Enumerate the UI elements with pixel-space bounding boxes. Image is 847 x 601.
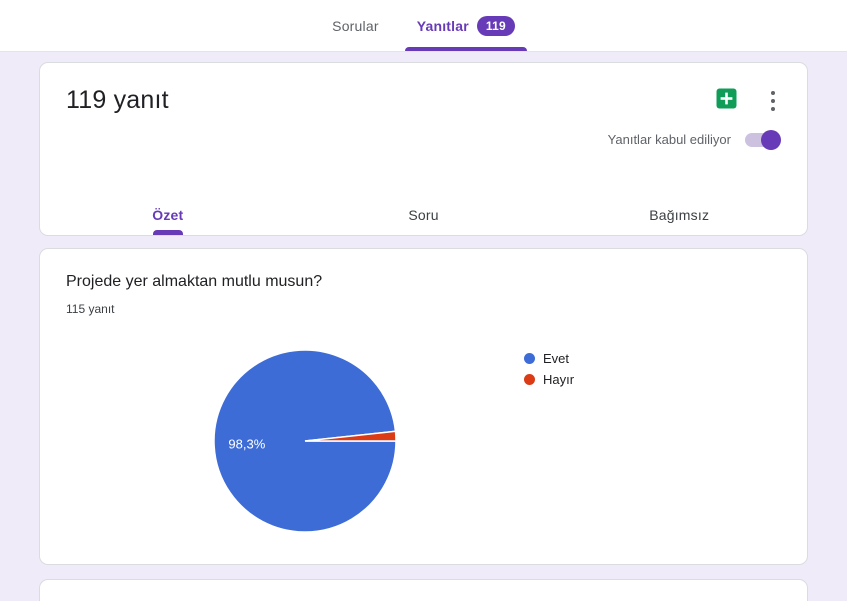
tab-sorular[interactable]: Sorular xyxy=(318,0,393,51)
pie-slice-hayır xyxy=(304,430,397,442)
question-title: Projede yer almaktan mutlu musun? xyxy=(66,273,323,290)
pie-slice-label: 98,3% xyxy=(228,437,265,452)
create-spreadsheet-button[interactable] xyxy=(716,88,737,114)
form-tabs: Sorular Yanıtlar 119 xyxy=(318,0,529,51)
next-question-card xyxy=(39,579,808,601)
responses-count-title: 119 yanıt xyxy=(66,86,169,114)
response-count-badge: 119 xyxy=(476,15,515,36)
question-summary-card: Projede yer almaktan mutlu musun? 115 ya… xyxy=(39,248,808,565)
tab-soru[interactable]: Soru xyxy=(408,207,439,223)
accepting-responses-label: Yanıtlar kabul ediliyor xyxy=(607,132,731,147)
legend-item-hayir: Hayır xyxy=(524,372,574,387)
chart-row: 98,3% Evet Hayır xyxy=(66,348,781,534)
more-options-button[interactable] xyxy=(765,89,781,113)
pie-chart: 98,3% xyxy=(213,349,397,533)
responses-header-card: 119 yanıt xyxy=(39,62,808,236)
sheets-icon xyxy=(716,88,737,114)
kebab-icon xyxy=(771,91,775,95)
tab-yanitlar[interactable]: Yanıtlar 119 xyxy=(403,0,529,51)
toggle-knob xyxy=(761,129,781,150)
legend-item-evet: Evet xyxy=(524,351,574,366)
legend-dot-hayir xyxy=(524,374,535,385)
legend-dot-evet xyxy=(524,353,535,364)
tab-sorular-label: Sorular xyxy=(332,17,379,34)
page-content: 119 yanıt xyxy=(0,52,847,601)
chart-legend: Evet Hayır xyxy=(524,348,574,534)
tab-yanitlar-label: Yanıtlar xyxy=(416,17,469,34)
accepting-responses-toggle[interactable] xyxy=(745,129,781,150)
question-response-count: 115 yanıt xyxy=(66,302,115,316)
topbar: Sorular Yanıtlar 119 xyxy=(0,0,847,52)
tab-bagimsiz[interactable]: Bağımsız xyxy=(649,207,710,223)
responses-view-tabs: Özet Soru Bağımsız xyxy=(40,195,807,235)
tab-ozet[interactable]: Özet xyxy=(40,195,296,235)
